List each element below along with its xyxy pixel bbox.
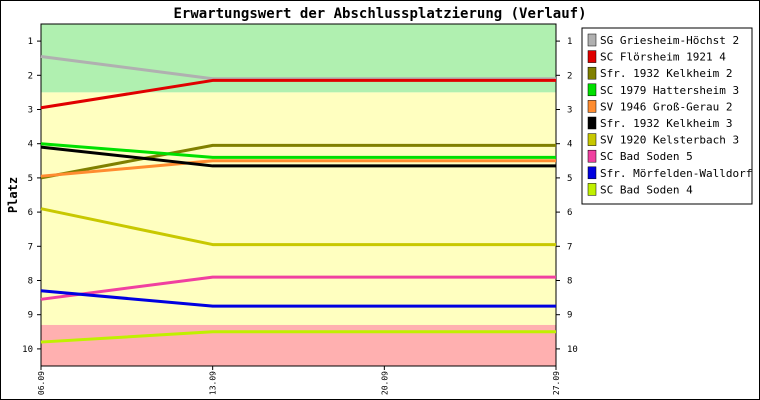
y-tick-label-right: 3 — [567, 106, 572, 116]
y-tick-label-left: 2 — [28, 71, 33, 81]
y-tick-label-left: 5 — [28, 174, 33, 184]
x-tick-labels: 06.09 13.09 20.09 27.09 — [37, 366, 561, 395]
series-line-6 — [40, 207, 556, 247]
legend-swatch — [587, 149, 597, 163]
series-line-3 — [40, 142, 556, 159]
series-lines — [40, 55, 556, 344]
legend-swatch — [587, 133, 597, 146]
plot-band-1 — [41, 92, 556, 325]
y-tick-label-left: 10 — [22, 345, 33, 355]
legend-entry: SG Griesheim-Höchst 2 — [600, 34, 739, 47]
legend-entry: SC Bad Soden 5 — [600, 150, 693, 163]
y-tick-label-right: 6 — [567, 208, 572, 218]
legend-box — [581, 27, 753, 205]
x-tick-label: 06.09 — [37, 371, 46, 395]
series-line-4 — [40, 159, 556, 178]
legend-swatch — [587, 116, 597, 130]
series-line-1 — [40, 78, 556, 110]
series-line-2 — [40, 143, 556, 180]
legend-swatch — [587, 33, 597, 47]
y-tick-label-left: 9 — [28, 311, 33, 321]
y-ticks: 1 1 2 2 3 3 4 4 5 5 6 6 7 7 8 8 9 9 10 10 — [22, 37, 578, 355]
legend-entry: SC Flörsheim 1921 4 — [600, 51, 726, 64]
y-tick-label-right: 5 — [567, 174, 572, 184]
x-tick-label: 13.09 — [209, 371, 218, 395]
plot-bands — [40, 23, 557, 367]
y-tick-label-left: 7 — [28, 242, 33, 252]
legend-entry: Sfr. 1932 Kelkheim 3 — [600, 117, 732, 130]
y-tick-label-left: 8 — [28, 277, 33, 287]
chart-title: Erwartungswert der Abschlussplatzierung … — [173, 6, 586, 22]
y-tick-label-right: 2 — [567, 71, 572, 81]
legend-swatch — [587, 100, 597, 113]
y-tick-label-right: 10 — [567, 345, 578, 355]
plot-band-0 — [41, 24, 556, 93]
legend-swatch — [587, 183, 597, 196]
y-axis-title: Platz — [6, 177, 20, 213]
legend-entry: Sfr. 1932 Kelkheim 2 — [600, 67, 732, 80]
series-line-0 — [40, 55, 556, 81]
legend-entry: SV 1946 Groß-Gerau 2 — [600, 100, 732, 113]
series-line-5 — [40, 145, 556, 168]
series-line-7 — [40, 275, 556, 301]
y-tick-label-right: 8 — [567, 277, 572, 287]
y-tick-label-left: 6 — [28, 208, 33, 218]
y-tick-label-left: 3 — [28, 106, 33, 116]
legend-entry: SC 1979 Hattersheim 3 — [600, 84, 739, 97]
legend: SG Griesheim-Höchst 2 SC Flörsheim 1921 4… — [581, 27, 760, 205]
x-tick-label: 27.09 — [552, 371, 561, 395]
series-line-9 — [40, 330, 556, 344]
legend-swatch — [587, 50, 597, 63]
y-tick-label-left: 1 — [28, 37, 33, 47]
y-tick-label-left: 4 — [28, 140, 33, 150]
legend-entry: Sfr. Mörfelden-Walldorf 2 — [600, 167, 760, 180]
y-tick-label-right: 7 — [567, 242, 572, 252]
legend-entry: SC Bad Soden 4 — [600, 183, 693, 196]
legend-swatch — [587, 83, 597, 97]
legend-swatch — [587, 166, 597, 180]
legend-entry: SV 1920 Kelsterbach 3 — [600, 134, 739, 147]
y-tick-label-right: 4 — [567, 140, 572, 150]
y-tick-label-right: 9 — [567, 311, 572, 321]
y-tick-label-right: 1 — [567, 37, 572, 47]
plot-border — [40, 23, 557, 367]
series-line-8 — [40, 289, 556, 308]
legend-swatch — [587, 66, 597, 80]
x-tick-label: 20.09 — [380, 371, 389, 395]
